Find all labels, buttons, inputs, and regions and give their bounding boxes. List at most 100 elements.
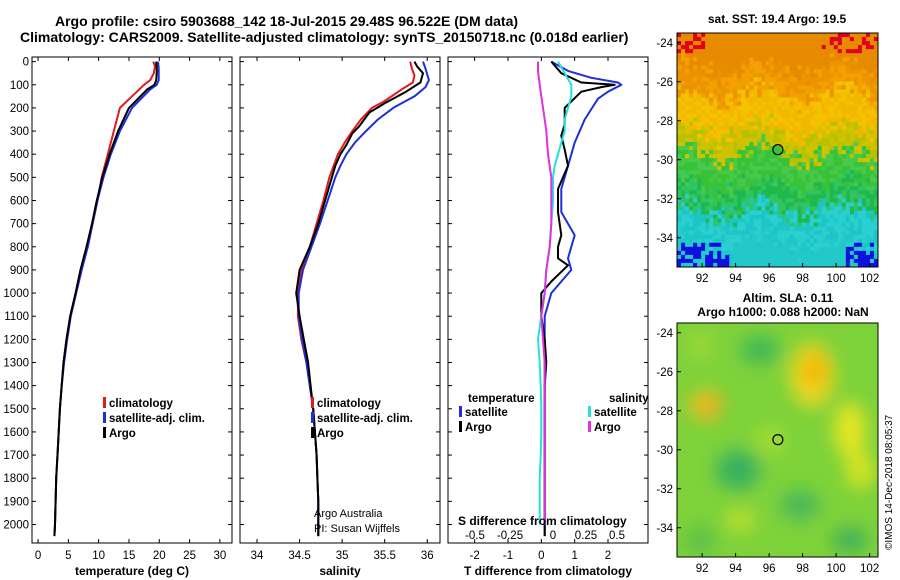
sst-cell [697, 33, 702, 38]
sst-cell [869, 133, 875, 139]
sst-cell [845, 69, 851, 74]
sst-cell [793, 113, 798, 119]
sst-cell [825, 214, 831, 219]
sst-cell [833, 250, 839, 256]
sst-cell [721, 145, 726, 151]
sst-cell [765, 141, 770, 147]
sst-cell [701, 250, 706, 256]
sla-anomaly-blob [803, 352, 827, 388]
sst-cell [849, 254, 855, 260]
sla-anomaly-blob [846, 452, 874, 488]
sst-cell [845, 137, 851, 143]
sst-cell [737, 37, 742, 42]
sst-cell [833, 53, 839, 58]
sst-cell [689, 194, 694, 199]
sst-cell [757, 214, 762, 219]
sst-cell [849, 77, 855, 82]
sst-cell [737, 33, 742, 38]
sst-cell [717, 65, 722, 70]
sst-cell [813, 194, 819, 199]
sst-cell [841, 234, 847, 240]
sst-cell [701, 254, 706, 260]
sst-cell [745, 61, 750, 66]
sst-cell [861, 258, 867, 264]
sst-cell [701, 158, 706, 163]
sst-cell [725, 117, 730, 123]
sst-cell [693, 178, 698, 183]
sst-cell [813, 113, 819, 119]
sst-cell [713, 113, 718, 119]
sla-anomaly-blob [832, 528, 868, 552]
sst-cell [789, 178, 794, 183]
sst-cell [841, 174, 847, 179]
sst-cell [809, 53, 815, 58]
sst-cell [821, 101, 827, 107]
sst-cell [677, 137, 682, 143]
sst-cell [793, 85, 798, 90]
sst-cell [801, 170, 807, 175]
sst-cell [773, 170, 778, 175]
sst-cell [785, 73, 790, 78]
sst-cell [765, 137, 770, 143]
sst-cell [689, 238, 694, 244]
sst-cell [753, 33, 758, 38]
sst-cell [725, 129, 730, 135]
sst-cell [789, 101, 794, 107]
sst-cell [869, 81, 875, 86]
sst-cell [805, 202, 811, 207]
sst-cell [677, 145, 682, 151]
sst-cell [781, 254, 786, 260]
sst-cell [781, 218, 786, 224]
sst-cell [821, 230, 827, 236]
sst-cell [789, 158, 794, 163]
sst-cell [869, 190, 875, 195]
sst-cell [693, 81, 698, 86]
sst-cell [741, 198, 746, 203]
sst-cell [841, 246, 847, 252]
sst-cell [849, 101, 855, 107]
sst-cell [853, 109, 859, 115]
sst-cell [677, 190, 682, 195]
sst-cell [833, 85, 839, 90]
sst-cell [845, 77, 851, 82]
sst-cell [849, 206, 855, 211]
sst-cell [705, 113, 710, 119]
sst-cell [861, 61, 867, 66]
sst-cell [761, 69, 766, 74]
sst-cell [741, 133, 746, 139]
sst-cell [857, 101, 863, 107]
sst-cell [713, 162, 718, 167]
sst-cell [677, 97, 682, 102]
sst-cell [861, 85, 867, 90]
sst-cell [857, 254, 863, 260]
sst-cell [773, 162, 778, 167]
sst-cell [765, 246, 770, 252]
sst-cell [833, 145, 839, 151]
sla-map-title-2: Argo h1000: 0.088 h2000: NaN [697, 305, 868, 319]
sst-cell [845, 129, 851, 135]
sla-anomaly-blob [684, 526, 716, 554]
sst-cell [749, 154, 754, 159]
sst-cell [713, 109, 718, 115]
sst-cell [845, 218, 851, 224]
sst-cell [801, 85, 807, 90]
sst-cell [681, 133, 686, 139]
sst-cell [801, 174, 807, 179]
sst-cell [749, 166, 754, 171]
sst-cell [853, 234, 859, 240]
sst-cell [765, 133, 770, 139]
sst-cell [769, 117, 774, 123]
sst-cell [745, 37, 750, 42]
sst-cell [861, 226, 867, 232]
sst-cell [857, 113, 863, 119]
sst-cell [757, 57, 762, 62]
sst-cell [833, 218, 839, 224]
sst-cell [845, 105, 851, 111]
sst-cell [825, 105, 831, 111]
sst-cell [693, 109, 698, 115]
sst-cell [701, 133, 706, 139]
sst-cell [741, 41, 746, 46]
sst-cell [801, 109, 807, 115]
sst-cell [797, 218, 803, 224]
sst-cell [761, 190, 766, 195]
